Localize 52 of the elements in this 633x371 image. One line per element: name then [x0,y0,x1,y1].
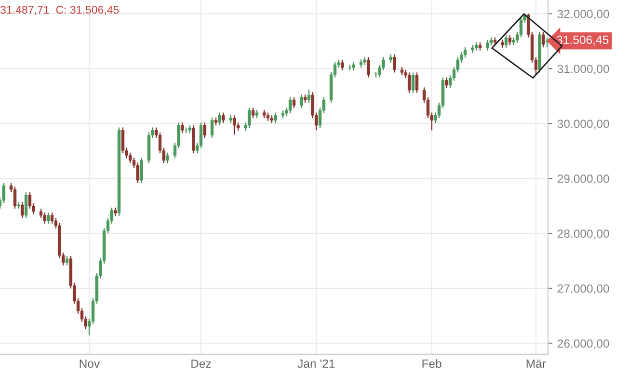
candlestick [445,76,448,88]
y-tick-label: 26.000,00 [558,339,610,350]
candlestick [20,202,24,219]
candlestick [415,72,418,94]
x-tick-label: Feb [422,359,442,368]
candlestick [43,212,46,224]
candlestick [192,124,196,154]
y-tick-label: 28.000,00 [558,229,610,240]
candlestick [464,46,467,58]
y-tick-label: 32.000,00 [557,10,610,20]
candlestick [218,112,222,126]
text: 31.506,45 [556,36,608,46]
candlestick [542,31,545,48]
candlestick [412,72,415,94]
candlestick [13,186,16,210]
candlestick [408,72,411,94]
candlestick [508,34,512,46]
candlestick [128,152,132,164]
y-tick-label: 30.000,00 [557,120,610,130]
x-tick-label: Jan '21 [298,359,335,368]
candlestick [180,122,184,134]
y-tick-label: 27.000,00 [558,284,610,294]
candlestick [274,112,277,124]
candlestick [248,107,251,129]
candlestick [24,192,28,219]
candlestick [121,126,124,154]
candlestick [232,114,236,136]
candlestick [46,212,50,224]
candlestick [307,88,310,104]
y-tick-label: 31.000,00 [557,64,610,74]
y-tick-label: 29.000,00 [558,174,610,184]
candlestick [486,40,490,52]
candlestick [140,157,143,184]
x-tick-label: Dez [191,360,211,368]
candlestick [252,107,255,119]
candlestick [392,54,396,74]
candlestick [222,112,225,124]
annotation: 31.487,71 C: 31.506,45 [0,6,119,16]
candlestick [340,59,344,71]
x-tick-label: Nov [80,360,100,368]
candlestick [203,122,206,138]
candlestick [288,96,292,114]
candlestick [166,152,169,164]
candlestick [504,34,508,48]
candlestick [546,37,548,48]
candlestick [300,94,303,109]
candlestick [50,212,54,224]
candlestick [292,96,296,109]
candlestick [65,255,68,266]
candlestick [210,116,214,138]
x-tick-label: Mär [526,360,546,368]
candlestick [366,56,370,78]
